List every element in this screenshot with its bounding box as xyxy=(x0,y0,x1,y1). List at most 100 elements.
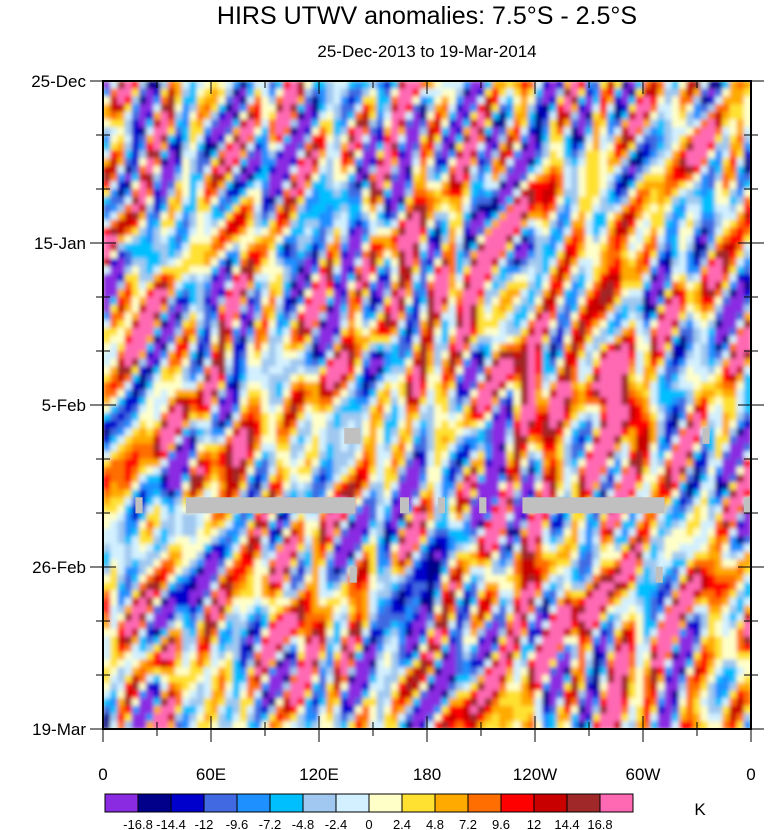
heatmap-cell xyxy=(693,150,702,159)
heatmap-cell xyxy=(297,189,306,198)
heatmap-cell xyxy=(261,111,270,121)
heatmap-cell xyxy=(383,482,392,491)
heatmap-cell xyxy=(239,173,248,182)
heatmap-cell xyxy=(621,281,630,290)
heatmap-cell xyxy=(247,227,255,236)
heatmap-cell xyxy=(679,96,687,105)
heatmap-cell xyxy=(117,289,126,298)
heatmap-cell xyxy=(592,243,601,252)
heatmap-cell xyxy=(167,165,176,175)
heatmap-cell xyxy=(340,266,349,275)
heatmap-cell xyxy=(398,297,406,306)
heatmap-cell xyxy=(664,374,673,383)
heatmap-cell xyxy=(175,266,183,275)
heatmap-cell xyxy=(455,81,464,90)
heatmap-cell xyxy=(110,312,118,321)
heatmap-cell xyxy=(707,358,716,368)
heatmap-cell xyxy=(189,173,198,182)
heatmap-cell xyxy=(218,81,226,90)
heatmap-cell xyxy=(448,111,457,121)
heatmap-cell xyxy=(211,420,219,429)
heatmap-cell xyxy=(347,459,356,468)
heatmap-cell xyxy=(715,127,723,136)
heatmap-cell xyxy=(297,343,306,352)
heatmap-cell xyxy=(347,127,356,136)
heatmap-cell xyxy=(491,189,500,198)
heatmap-cell xyxy=(448,212,457,221)
heatmap-cell xyxy=(506,497,514,506)
heatmap-cell xyxy=(275,158,284,167)
heatmap-cell xyxy=(513,227,522,236)
heatmap-cell xyxy=(290,189,298,198)
heatmap-cell xyxy=(736,165,745,175)
heatmap-cell xyxy=(484,273,493,283)
heatmap-cell xyxy=(340,320,349,329)
heatmap-cell xyxy=(679,266,687,275)
heatmap-cell xyxy=(232,335,241,344)
heatmap-cell xyxy=(722,212,730,221)
heatmap-cell xyxy=(592,111,601,121)
heatmap-cell xyxy=(729,196,738,206)
heatmap-cell xyxy=(383,142,392,152)
heatmap-cell xyxy=(160,428,169,437)
heatmap-cell xyxy=(290,374,298,383)
heatmap-cell xyxy=(275,181,284,190)
heatmap-cell xyxy=(383,181,392,190)
heatmap-cell xyxy=(484,474,493,483)
heatmap-cell xyxy=(513,219,522,229)
heatmap-cell xyxy=(578,219,586,229)
heatmap-cell xyxy=(499,343,507,352)
heatmap-cell xyxy=(117,304,126,314)
heatmap-cell xyxy=(275,204,284,213)
heatmap-cell xyxy=(319,428,327,437)
heatmap-cell xyxy=(628,135,637,144)
heatmap-cell xyxy=(434,204,442,213)
heatmap-cell xyxy=(405,189,414,198)
heatmap-cell xyxy=(707,343,716,352)
heatmap-cell xyxy=(182,312,190,321)
heatmap-cell xyxy=(311,158,320,167)
heatmap-cell xyxy=(383,266,392,275)
heatmap-cell xyxy=(239,366,248,375)
heatmap-cell xyxy=(693,227,702,236)
heatmap-cell xyxy=(599,320,608,329)
heatmap-cell xyxy=(283,181,291,190)
heatmap-cell xyxy=(520,320,529,329)
heatmap-cell xyxy=(513,497,522,506)
heatmap-cell xyxy=(722,266,730,275)
heatmap-cell xyxy=(254,81,262,90)
heatmap-cell xyxy=(513,351,522,360)
heatmap-cell xyxy=(592,150,601,159)
heatmap-cell xyxy=(700,343,709,352)
heatmap-cell xyxy=(455,474,464,483)
heatmap-cell xyxy=(535,181,543,190)
heatmap-cell xyxy=(556,466,565,476)
heatmap-cell xyxy=(218,119,226,128)
heatmap-cell xyxy=(700,250,709,260)
heatmap-cell xyxy=(700,320,709,329)
heatmap-cell xyxy=(686,435,694,445)
heatmap-cell xyxy=(535,358,543,368)
heatmap-cell xyxy=(434,127,442,136)
heatmap-cell xyxy=(153,358,162,368)
heatmap-cell xyxy=(124,150,133,159)
heatmap-cell xyxy=(470,443,478,452)
heatmap-cell xyxy=(247,135,255,144)
heatmap-cell xyxy=(333,204,342,213)
heatmap-cell xyxy=(736,88,745,98)
heatmap-cell xyxy=(146,127,154,136)
heatmap-cell xyxy=(398,158,406,167)
heatmap-cell xyxy=(153,204,162,213)
heatmap-cell xyxy=(196,173,205,182)
heatmap-cell xyxy=(419,358,428,368)
heatmap-cell xyxy=(671,428,680,437)
heatmap-cell xyxy=(333,196,342,206)
heatmap-cell xyxy=(355,297,363,306)
heatmap-cell xyxy=(419,505,428,514)
heatmap-cell xyxy=(290,289,298,298)
heatmap-cell xyxy=(369,150,378,159)
heatmap-cell xyxy=(743,189,751,198)
heatmap-cell xyxy=(671,173,680,182)
heatmap-cell xyxy=(592,273,601,283)
heatmap-cell xyxy=(571,227,579,236)
